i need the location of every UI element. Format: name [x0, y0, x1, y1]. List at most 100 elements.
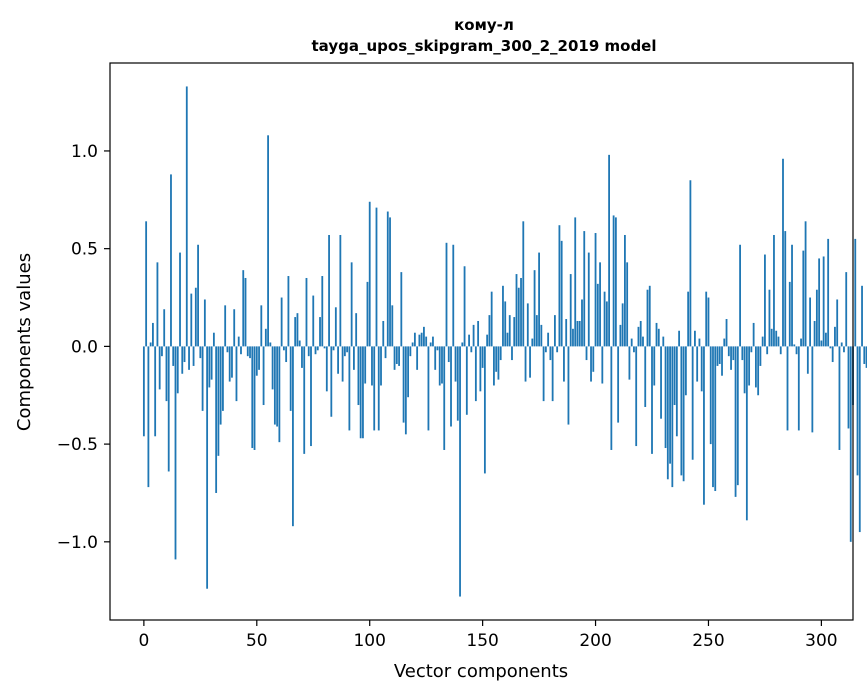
bar-212 — [621, 303, 624, 347]
bar-191 — [574, 217, 577, 347]
bar-40 — [233, 309, 236, 347]
bar-99 — [366, 281, 369, 347]
bar-227 — [655, 322, 658, 347]
bar-38 — [228, 346, 231, 382]
bar-222 — [644, 346, 647, 407]
bar-145 — [470, 346, 473, 353]
bar-174 — [535, 315, 538, 347]
y-tick-label: 0.5 — [71, 240, 98, 260]
bar-260 — [730, 346, 732, 370]
bar-297 — [813, 320, 816, 347]
bar-26 — [201, 346, 204, 411]
bar-287 — [791, 244, 793, 347]
bar-155 — [493, 346, 495, 386]
bar-9 — [163, 309, 166, 347]
bar-127 — [429, 342, 432, 347]
bar-21 — [190, 293, 193, 347]
bar-48 — [251, 346, 254, 449]
bar-4 — [152, 322, 154, 347]
bar-203 — [601, 346, 604, 384]
bar-72 — [305, 277, 308, 347]
bar-256 — [721, 346, 723, 376]
bar-292 — [802, 250, 805, 347]
bar-31 — [212, 332, 215, 347]
bar-49 — [253, 346, 256, 450]
bar-196 — [585, 346, 588, 361]
bar-36 — [224, 305, 227, 347]
bar-57 — [271, 346, 274, 390]
bar-11 — [167, 346, 170, 472]
bar-197 — [587, 252, 590, 347]
bar-218 — [635, 346, 638, 447]
bar-67 — [294, 317, 297, 347]
bar-192 — [576, 320, 579, 347]
bar-272 — [757, 346, 760, 396]
bar-274 — [761, 336, 764, 347]
bar-86 — [337, 346, 339, 374]
bar-28 — [206, 346, 209, 589]
bar-243 — [691, 346, 694, 460]
bar-232 — [666, 346, 669, 480]
bar-295 — [809, 297, 811, 347]
bar-306 — [834, 326, 836, 347]
bar-195 — [583, 231, 586, 347]
bar-216 — [630, 338, 633, 347]
bar-37 — [226, 346, 229, 353]
bar-242 — [689, 180, 692, 347]
bar-77 — [316, 346, 319, 351]
bar-170 — [526, 303, 529, 347]
bar-115 — [402, 346, 405, 423]
bar-80 — [323, 346, 326, 349]
bar-318 — [861, 285, 863, 347]
bar-233 — [669, 346, 671, 464]
bar-225 — [651, 346, 653, 454]
bar-81 — [325, 346, 328, 392]
bar-273 — [759, 346, 762, 366]
bar-88 — [341, 346, 344, 382]
bar-71 — [303, 346, 306, 454]
bar-311 — [845, 272, 848, 347]
bar-97 — [362, 346, 364, 439]
bar-16 — [179, 252, 181, 347]
bar-290 — [797, 346, 800, 431]
bar-129 — [434, 346, 437, 370]
bar-289 — [795, 346, 798, 355]
bar-22 — [192, 346, 195, 366]
bar-310 — [843, 346, 845, 353]
bar-156 — [495, 346, 498, 372]
bar-83 — [330, 346, 333, 417]
bar-208 — [612, 215, 615, 347]
bar-133 — [443, 346, 446, 450]
bar-252 — [712, 346, 714, 488]
bar-5 — [154, 346, 157, 437]
bar-266 — [743, 346, 746, 394]
bar-19 — [185, 86, 188, 347]
bar-63 — [285, 346, 288, 363]
bar-264 — [739, 244, 741, 347]
bar-43 — [240, 346, 242, 355]
bar-160 — [504, 301, 507, 347]
bar-294 — [806, 346, 809, 374]
bar-188 — [567, 346, 570, 425]
bar-89 — [343, 346, 346, 357]
bar-122 — [418, 334, 421, 347]
bar-10 — [165, 346, 168, 402]
bar-158 — [499, 346, 502, 361]
bar-58 — [273, 346, 276, 425]
bar-190 — [572, 328, 574, 347]
bar-181 — [551, 346, 554, 402]
bar-68 — [296, 313, 299, 347]
bar-111 — [393, 346, 396, 370]
bar-246 — [698, 338, 701, 347]
y-tick-label: −0.5 — [57, 435, 98, 455]
bar-161 — [506, 332, 509, 347]
bar-52 — [260, 305, 263, 347]
bar-263 — [736, 346, 739, 486]
bar-50 — [255, 346, 258, 376]
bar-275 — [764, 254, 766, 347]
bar-30 — [210, 346, 213, 380]
bar-178 — [544, 346, 547, 353]
bar-278 — [770, 328, 773, 347]
bar-239 — [682, 346, 685, 482]
x-tick-label: 250 — [692, 631, 724, 651]
